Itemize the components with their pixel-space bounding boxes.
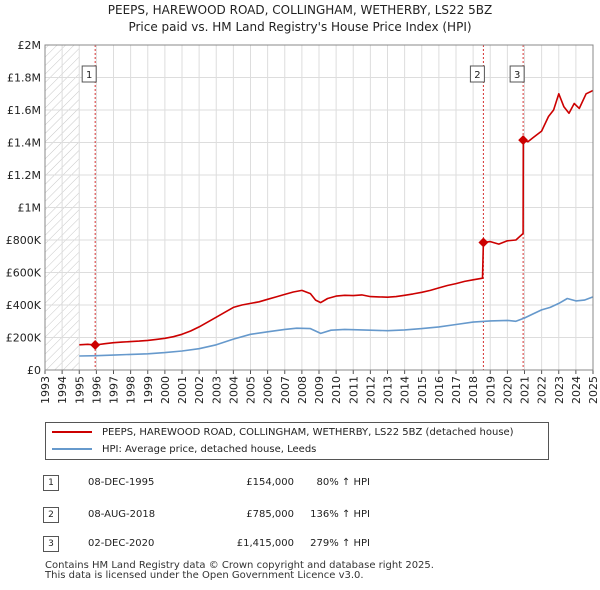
- x-tick-label: 2021: [519, 376, 532, 404]
- chart-title: PEEPS, HAREWOOD ROAD, COLLINGHAM, WETHER…: [107, 3, 493, 17]
- sale-row: 2 08-AUG-2018 £785,000 136% ↑ HPI: [40, 505, 600, 525]
- sale-date: 02-DEC-2020: [88, 538, 155, 549]
- y-tick-label: £1.4M: [7, 137, 41, 150]
- sale-row: 3 02-DEC-2020 £1,415,000 279% ↑ HPI: [40, 534, 600, 554]
- legend-label-hpi: HPI: Average price, detached house, Leed…: [102, 444, 317, 455]
- legend-swatch-property: [52, 431, 92, 433]
- sale-marker-box: [509, 65, 525, 83]
- x-tick-label: 2012: [364, 376, 377, 404]
- sale-marker-label: 3: [514, 70, 520, 81]
- series-line-property: [79, 89, 594, 346]
- x-tick-label: 2022: [536, 376, 549, 404]
- x-tick-label: 2002: [193, 376, 206, 404]
- footer-line-1: Contains HM Land Registry data © Crown c…: [45, 560, 434, 571]
- plot-frame: [44, 44, 594, 371]
- x-tick-label: 2018: [467, 376, 480, 404]
- x-tick-label: 2013: [382, 376, 395, 404]
- sale-price: £785,000: [246, 509, 294, 520]
- y-tick-label: £1.8M: [7, 72, 41, 85]
- x-tick-label: 1997: [108, 376, 121, 404]
- y-tick-label: £600K: [6, 267, 42, 280]
- legend-label-property: PEEPS, HAREWOOD ROAD, COLLINGHAM, WETHER…: [102, 427, 514, 438]
- x-tick-label: 2016: [433, 376, 446, 404]
- x-tick-label: 2015: [416, 376, 429, 404]
- sale-point: [518, 135, 529, 146]
- sale-hpi-change: 80% ↑ HPI: [316, 477, 370, 488]
- x-tick-label: 2006: [262, 376, 275, 404]
- y-tick-label: £200K: [6, 332, 42, 345]
- sale-price: £154,000: [246, 477, 294, 488]
- x-tick-label: 2017: [450, 376, 463, 404]
- footer-attribution: Contains HM Land Registry data © Crown c…: [45, 561, 434, 581]
- sale-number-badge: 3: [43, 536, 59, 552]
- price-chart: £0 £200K £400K £600K £800K £1M £1.2M £1.4M £1.6M…: [6, 39, 600, 404]
- footer-line-2: This data is licensed under the Open Gov…: [45, 570, 364, 581]
- x-tick-label: 2007: [279, 376, 292, 404]
- sale-number-badge: 2: [43, 507, 59, 523]
- x-tick-label: 2025: [587, 376, 600, 404]
- sale-hpi-change: 279% ↑ HPI: [310, 538, 370, 549]
- y-tick-label: £800K: [6, 234, 42, 247]
- sale-marker-box: [469, 65, 485, 83]
- series-line-hpi: [79, 296, 594, 357]
- x-tick-label: 2024: [570, 376, 583, 404]
- x-tick-label: 1995: [73, 376, 86, 404]
- y-tick-label: £1.6M: [7, 104, 41, 117]
- series-layer: [79, 89, 594, 357]
- x-tick-label: 2009: [313, 376, 326, 404]
- sale-marker-label: 2: [474, 70, 480, 81]
- legend: PEEPS, HAREWOOD ROAD, COLLINGHAM, WETHER…: [45, 422, 549, 460]
- sale-date: 08-DEC-1995: [88, 477, 155, 488]
- x-tick-label: 1999: [142, 376, 155, 404]
- grid-layer: [44, 44, 594, 371]
- sale-date: 08-AUG-2018: [88, 509, 156, 520]
- sale-marker-box: [81, 65, 97, 83]
- y-tick-label: £400K: [6, 299, 42, 312]
- axis-layer: £0 £200K £400K £600K £800K £1M £1.2M £1.4M £1.6M…: [6, 39, 600, 404]
- y-tick-label: £1.2M: [7, 169, 41, 182]
- x-tick-label: 1998: [125, 376, 138, 404]
- x-tick-label: 2003: [210, 376, 223, 404]
- x-tick-label: 2001: [176, 376, 189, 404]
- sale-marker-label: 1: [86, 70, 92, 81]
- x-tick-label: 2005: [245, 376, 258, 404]
- x-tick-label: 2008: [296, 376, 309, 404]
- x-tick-label: 2004: [227, 376, 240, 404]
- legend-swatch-hpi: [52, 448, 92, 450]
- sale-number-badge: 1: [43, 475, 59, 491]
- legend-item-hpi: HPI: Average price, detached house, Leed…: [52, 442, 316, 458]
- sale-point: [90, 340, 101, 350]
- chart-title-block: PEEPS, HAREWOOD ROAD, COLLINGHAM, WETHER…: [0, 2, 600, 36]
- sale-row: 1 08-DEC-1995 £154,000 80% ↑ HPI: [40, 473, 600, 493]
- sale-hpi-change: 136% ↑ HPI: [310, 509, 370, 520]
- x-tick-label: 1993: [39, 376, 52, 404]
- x-tick-label: 2010: [330, 376, 343, 404]
- legend-item-property: PEEPS, HAREWOOD ROAD, COLLINGHAM, WETHER…: [52, 425, 514, 441]
- x-tick-label: 2019: [484, 376, 497, 404]
- x-tick-label: 1996: [90, 376, 103, 404]
- x-tick-label: 2011: [347, 376, 360, 404]
- sale-price: £1,415,000: [236, 538, 294, 549]
- sale-points-layer: [90, 135, 529, 350]
- x-tick-label: 2020: [501, 376, 514, 404]
- y-tick-label: £2M: [18, 39, 42, 52]
- y-tick-label: £1M: [18, 202, 42, 215]
- x-tick-label: 2023: [553, 376, 566, 404]
- sale-point: [478, 237, 489, 248]
- y-tick-label: £0: [27, 364, 41, 377]
- chart-subtitle: Price paid vs. HM Land Registry's House …: [128, 20, 472, 34]
- x-tick-label: 2000: [159, 376, 172, 404]
- x-tick-label: 2014: [399, 376, 412, 404]
- x-tick-label: 1994: [56, 376, 69, 404]
